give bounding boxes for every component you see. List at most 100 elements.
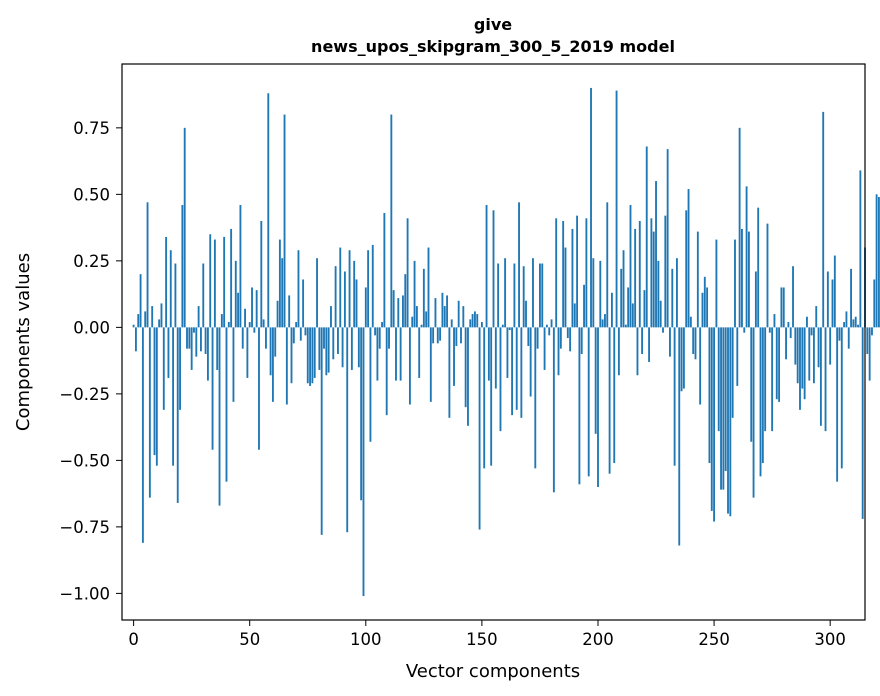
bar-component-185 — [562, 220, 565, 328]
bar-component-0 — [132, 324, 135, 328]
bar-component-4 — [141, 327, 144, 543]
bar-component-124 — [420, 324, 423, 328]
bar-component-266 — [750, 327, 753, 442]
bar-component-142 — [462, 306, 465, 328]
bar-component-291 — [808, 327, 811, 381]
bar-component-229 — [664, 215, 667, 328]
bar-component-63 — [278, 239, 281, 328]
bar-component-11 — [158, 319, 161, 328]
bar-component-213 — [627, 287, 630, 328]
bar-component-152 — [485, 205, 488, 328]
bar-component-28 — [197, 306, 200, 328]
bar-component-130 — [434, 298, 437, 328]
bar-component-195 — [585, 218, 588, 328]
bar-component-267 — [752, 327, 755, 498]
bar-component-197 — [590, 87, 592, 328]
bar-component-102 — [369, 327, 372, 442]
bar-component-150 — [480, 322, 483, 328]
y-tick-label: −1.00 — [59, 584, 110, 603]
bar-component-163 — [511, 327, 514, 416]
bar-component-78 — [313, 327, 316, 378]
bar-component-201 — [599, 260, 602, 328]
bar-component-232 — [671, 268, 674, 328]
bar-component-177 — [543, 327, 546, 370]
bar-component-79 — [316, 258, 318, 328]
bar-component-188 — [569, 327, 572, 352]
bar-component-204 — [606, 202, 609, 328]
bar-component-162 — [508, 327, 511, 331]
bar-component-237 — [682, 327, 685, 389]
bar-component-235 — [678, 327, 681, 546]
bar-component-230 — [666, 149, 669, 328]
bar-component-110 — [388, 327, 390, 349]
bar-component-174 — [536, 327, 539, 349]
bar-component-131 — [436, 327, 439, 344]
bar-component-61 — [274, 327, 277, 357]
bar-component-81 — [320, 327, 323, 535]
bar-component-262 — [741, 228, 743, 328]
bar-component-160 — [504, 258, 507, 328]
bar-component-256 — [727, 327, 729, 514]
bar-component-184 — [559, 327, 562, 349]
bar-component-171 — [529, 327, 532, 397]
bar-component-169 — [525, 300, 527, 328]
bar-component-203 — [604, 314, 606, 328]
bar-component-72 — [299, 327, 302, 341]
bar-component-265 — [747, 231, 750, 328]
bar-component-316 — [866, 327, 869, 354]
bar-component-52 — [253, 327, 256, 333]
bar-component-40 — [225, 327, 228, 482]
bar-component-3 — [139, 274, 142, 328]
bar-component-193 — [580, 327, 583, 354]
bar-component-87 — [334, 266, 337, 328]
bar-component-83 — [325, 327, 328, 376]
bar-component-321 — [878, 197, 880, 328]
bar-component-129 — [432, 327, 435, 344]
bar-component-306 — [843, 322, 846, 328]
bar-component-294 — [815, 306, 818, 328]
bar-component-74 — [304, 327, 307, 336]
bar-component-308 — [847, 327, 850, 349]
bar-component-125 — [422, 268, 425, 328]
bar-component-254 — [722, 327, 725, 490]
bar-component-13 — [162, 327, 165, 410]
bar-component-310 — [852, 319, 855, 328]
bar-component-27 — [195, 327, 198, 357]
bar-component-320 — [875, 194, 878, 328]
bar-component-67 — [288, 295, 291, 328]
bar-component-164 — [513, 263, 516, 328]
x-tick-label: 200 — [582, 630, 614, 649]
bar-component-146 — [471, 314, 474, 328]
y-axis-ticks: −1.00 −0.75 −0.50 −0.25 0.00 0.25 0.50 0.75 — [59, 119, 122, 603]
bar-component-114 — [397, 298, 400, 328]
bar-component-289 — [803, 327, 806, 400]
bar-component-255 — [724, 327, 727, 472]
bar-component-119 — [408, 327, 411, 405]
bar-component-20 — [179, 327, 181, 410]
y-tick-label: 0.00 — [73, 318, 110, 337]
bar-component-45 — [237, 292, 240, 328]
bar-component-274 — [768, 327, 771, 333]
bar-component-58 — [267, 93, 270, 328]
bar-component-116 — [402, 295, 404, 328]
bar-component-31 — [204, 327, 207, 354]
bar-component-183 — [557, 327, 560, 376]
bar-component-249 — [710, 327, 713, 511]
bar-component-191 — [576, 215, 579, 328]
bar-component-318 — [871, 327, 873, 336]
bar-component-250 — [713, 327, 716, 522]
bar-component-80 — [318, 327, 321, 370]
bar-component-143 — [464, 327, 467, 408]
x-tick-label: 100 — [350, 630, 382, 649]
bar-component-137 — [450, 319, 453, 328]
bar-component-151 — [483, 327, 486, 469]
bar-component-268 — [754, 271, 757, 328]
bar-component-25 — [190, 327, 193, 370]
bar-component-208 — [615, 90, 618, 328]
bar-component-132 — [439, 327, 442, 341]
bar-component-165 — [515, 327, 518, 410]
bar-component-280 — [782, 287, 785, 328]
bar-component-181 — [552, 327, 555, 493]
bar-component-9 — [153, 327, 156, 456]
bar-component-176 — [541, 263, 544, 328]
